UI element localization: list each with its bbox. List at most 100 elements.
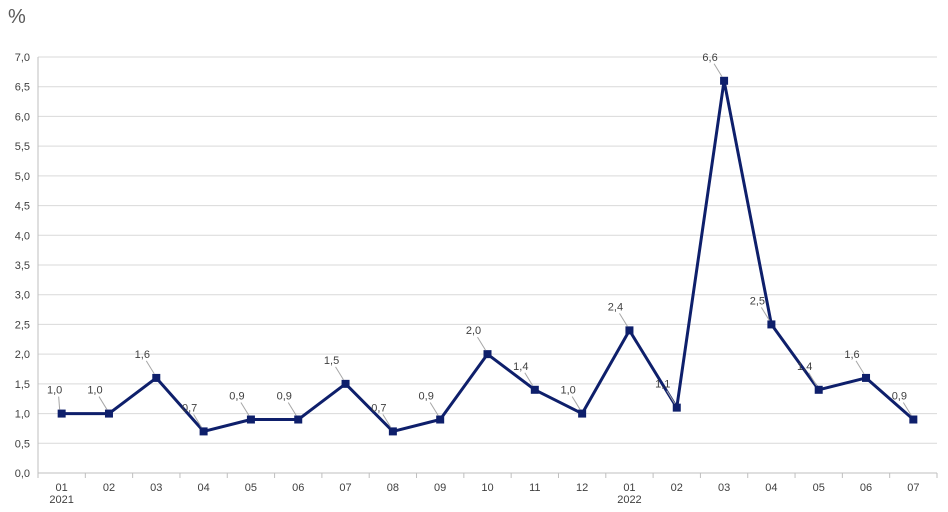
data-label-leader — [524, 372, 534, 387]
data-label: 2,4 — [608, 301, 623, 313]
data-label-leader — [145, 360, 155, 375]
data-label-leader — [760, 307, 770, 321]
data-label-leader — [571, 396, 581, 410]
data-label-leader — [902, 402, 912, 416]
gridlines — [38, 56, 937, 444]
data-point — [578, 409, 587, 418]
x-tick-label: 06 — [292, 482, 304, 494]
data-label: 0,9 — [229, 391, 244, 403]
data-label: 1,5 — [324, 355, 339, 367]
data-point — [436, 415, 445, 424]
x-tick-label: 01 — [623, 482, 635, 494]
data-label: 0,7 — [182, 402, 197, 414]
y-tick-label: 4,5 — [15, 201, 30, 213]
y-tick-label: 6,5 — [15, 82, 30, 94]
x-tick-label: 11 — [529, 482, 540, 494]
data-label: 0,7 — [371, 402, 386, 414]
x-tick-label: 03 — [718, 482, 730, 494]
data-label: 1,0 — [87, 385, 102, 397]
data-label-leader — [619, 313, 628, 327]
data-point — [530, 385, 539, 394]
y-tick-labels: 0,0 0,5 1,0 1,5 2,0 2,5 3,0 3,5 4,0 4,5 5,0 5,5 6,0 6… — [15, 52, 30, 480]
data-point — [672, 403, 681, 412]
y-tick-label: 2,0 — [15, 349, 30, 361]
data-point — [814, 385, 823, 394]
x-tick-labels: 01 02 03 04 05 06 07 08 09 10 11 12 01 02 03 04 05 06 07 20… — [49, 482, 919, 506]
y-tick-label: 1,5 — [15, 379, 30, 391]
x-tick-label: 08 — [387, 482, 399, 494]
data-label: 2,0 — [466, 325, 481, 337]
data-label-leader — [808, 372, 818, 387]
y-tick-label: 5,5 — [15, 141, 30, 153]
data-label-leader — [382, 414, 392, 428]
series-line — [61, 79, 915, 433]
data-point — [720, 76, 729, 85]
y-tick-label: 6,0 — [15, 111, 30, 123]
data-point — [909, 415, 918, 424]
y-tick-label: 0,0 — [15, 468, 30, 480]
data-point — [57, 409, 66, 418]
data-point — [767, 320, 776, 329]
data-point — [152, 373, 161, 382]
data-point — [625, 326, 634, 335]
data-point — [341, 379, 350, 388]
data-label: 6,6 — [702, 52, 717, 64]
x-tick-label: 12 — [576, 482, 588, 494]
x-tick-label: 04 — [197, 482, 209, 494]
data-labels: 1,0 1,0 1,6 0,7 0,9 0,9 1,5 0,7 0,9 2,0 1,4 1,0 2,4 1… — [47, 52, 912, 428]
x-tick-label: 06 — [860, 482, 872, 494]
y-tick-label: 3,5 — [15, 260, 30, 272]
x-tick-label: 09 — [434, 482, 446, 494]
y-tick-label: 7,0 — [15, 52, 30, 64]
data-label-leader — [335, 366, 344, 381]
data-label: 0,9 — [892, 391, 907, 403]
data-label-leader — [58, 396, 61, 410]
data-point — [104, 409, 113, 418]
data-point — [294, 415, 303, 424]
x-tick-label: 05 — [813, 482, 825, 494]
data-label-leader — [240, 402, 250, 416]
data-label: 1,6 — [135, 349, 150, 361]
data-points — [57, 76, 918, 436]
data-label-leader — [713, 63, 723, 78]
y-tick-label: 5,0 — [15, 171, 30, 183]
data-label-leader — [855, 360, 865, 375]
y-tick-label: 4,0 — [15, 230, 30, 242]
data-point — [199, 427, 208, 436]
x-tick-label: 07 — [339, 482, 351, 494]
data-point — [483, 350, 492, 359]
x-year-label: 2022 — [617, 494, 641, 506]
x-tick-label: 03 — [150, 482, 162, 494]
data-label: 1,4 — [513, 361, 528, 373]
x-tick-label: 01 — [56, 482, 68, 494]
x-tick-label: 04 — [765, 482, 777, 494]
axes — [37, 57, 938, 478]
data-label: 0,9 — [277, 391, 292, 403]
x-tick-label: 07 — [907, 482, 919, 494]
data-point — [388, 427, 397, 436]
data-label-leader — [429, 402, 439, 416]
y-tick-label: 3,0 — [15, 290, 30, 302]
data-label: 1,4 — [797, 361, 812, 373]
series-line — [61, 79, 915, 433]
data-label: 1,6 — [844, 349, 859, 361]
data-label: 0,9 — [419, 391, 434, 403]
data-point — [862, 373, 871, 382]
y-tick-label: 1,0 — [15, 409, 30, 421]
x-tick-label: 05 — [245, 482, 257, 494]
data-label: 1,1 — [655, 379, 670, 391]
x-tick-label: 02 — [103, 482, 115, 494]
y-tick-label: 0,5 — [15, 438, 30, 450]
data-label: 2,5 — [750, 295, 765, 307]
data-label-leader — [98, 396, 108, 410]
data-label-leader — [666, 390, 676, 404]
data-label-leader — [193, 414, 203, 428]
data-label: 1,0 — [47, 385, 62, 397]
y-unit-label: % — [8, 6, 26, 28]
data-label-leader — [287, 402, 297, 416]
y-tick-label: 2,5 — [15, 319, 30, 331]
x-tick-label: 02 — [671, 482, 683, 494]
data-point — [246, 415, 255, 424]
x-year-label: 2021 — [49, 494, 73, 506]
